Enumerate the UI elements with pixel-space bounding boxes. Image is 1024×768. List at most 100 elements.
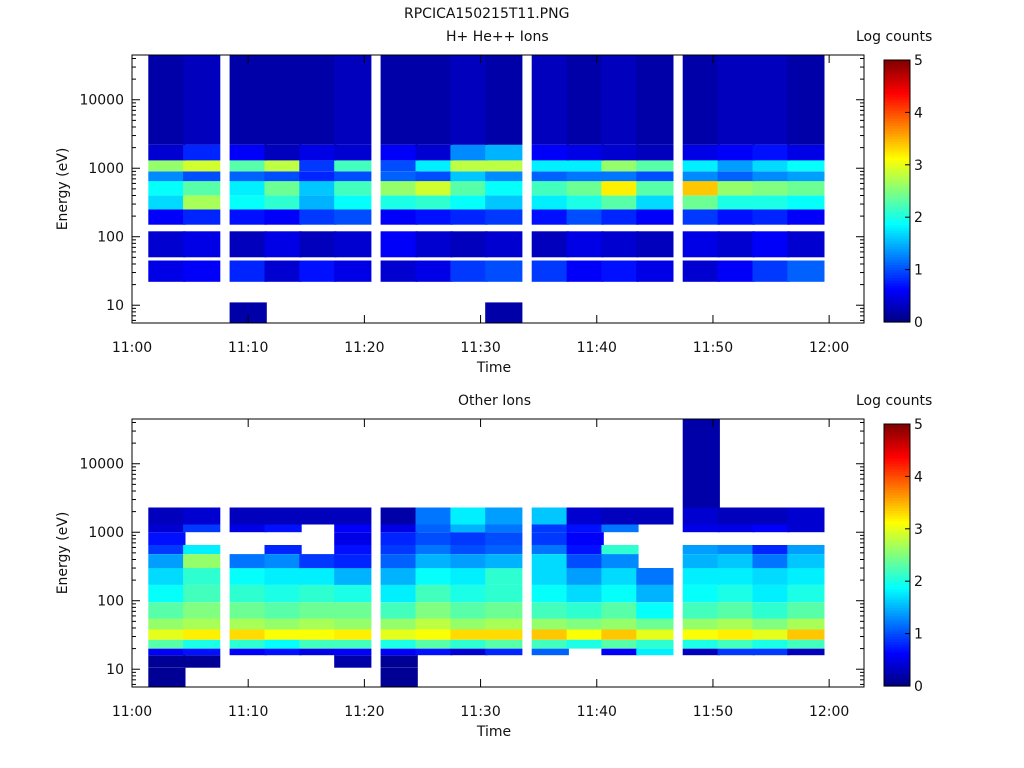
heatmap-cell [601,639,639,649]
heatmap-cell [264,639,302,649]
heatmap-cell [183,507,221,525]
heatmap-cell [717,629,755,640]
heatmap-cell [183,260,221,282]
x-tick-label: 11:40 [577,340,617,356]
heatmap-cell [380,545,418,554]
heatmap-cell [636,231,674,258]
heatmap-cell [752,524,790,533]
heatmap-cell [485,639,523,649]
heatmap-cell [183,181,221,196]
heatmap-cell [682,648,720,656]
heatmap-cell [299,160,337,172]
colorbar-segment [884,156,910,161]
colorbar-segment [884,541,910,546]
colorbar-segment [884,565,910,569]
heatmap-cell [601,260,639,282]
colorbar-segment [884,261,910,265]
heatmap-cell [264,545,302,554]
heatmap-cell [334,55,372,145]
heatmap-cell [450,545,488,554]
colorbar-segment [884,143,910,148]
heatmap-cell [787,209,825,225]
heatmap-cell [334,181,372,196]
heatmap-cell [264,554,302,569]
x-tick-label: 11:50 [693,340,733,356]
heatmap-cell [380,181,418,196]
heatmap-cell [264,584,302,603]
heatmap-cell [415,171,453,182]
heatmap-cell [717,584,755,603]
colorbar-segment [884,570,910,574]
colorbar-tick-label: 2 [914,574,923,590]
x-axis-label: Time [476,724,511,740]
colorbar-segment [884,499,910,504]
heatmap-cell [380,554,418,569]
colorbar-segment [884,528,910,533]
colorbar-segment [884,96,910,100]
heatmap-cell [531,181,569,196]
heatmap-cell [566,554,604,569]
colorbar-segment [884,429,910,433]
heatmap-cell [682,195,720,210]
colorbar-segment [884,308,910,313]
heatmap-cell [264,231,302,258]
heatmap-cell [717,554,755,569]
heatmap-cell [229,648,267,656]
heatmap-cell [299,209,337,225]
heatmap-cell [148,584,186,603]
colorbar-segment [884,473,910,477]
colorbar-segment [884,638,910,643]
colorbar-segment [884,615,910,619]
heatmap-cell [531,545,569,554]
heatmap-cell [752,209,790,225]
colorbar-segment [884,505,910,509]
heatmap-cell [229,639,267,649]
colorbar-segment [884,607,910,611]
heatmap-cell [566,618,604,630]
colorbar-segment [884,447,910,451]
colorbar-segment [884,494,910,498]
heatmap-cell [229,160,267,172]
colorbar-segment [884,185,910,189]
colorbar-segment [884,589,910,593]
heatmap-cell [183,584,221,603]
heatmap-cell [531,554,569,569]
x-tick-label: 11:30 [460,340,500,356]
heatmap-cell [229,602,267,619]
colorbar-segment [884,277,910,281]
heatmap-cell [566,507,604,525]
heatmap-cell [717,618,755,630]
heatmap-cell [601,231,639,258]
heatmap-cell [682,554,720,569]
heatmap-cell [229,144,267,161]
heatmap-cell [415,55,453,145]
colorbar-segment [884,238,910,242]
colorbar-segment [884,227,910,231]
colorbar: 0 1 2 3 4 5 [883,417,923,695]
heatmap-cell [415,260,453,282]
heatmap-cell [787,160,825,172]
heatmap-cell [566,584,604,603]
colorbar-label-top: Log counts [856,29,933,45]
colorbar-segment [884,612,910,616]
colorbar-segment [884,253,910,258]
heatmap-cell [415,545,453,554]
heatmap-cell [566,144,604,161]
heatmap-cell [183,171,221,182]
colorbar-segment [884,269,910,273]
heatmap-cell [787,507,825,525]
heatmap-cell [334,195,372,210]
heatmap-cell [636,171,674,182]
heatmap-cell [334,629,372,640]
heatmap-cell [717,260,755,282]
colorbar-segment [884,206,910,210]
heatmap-cell [717,181,755,196]
heatmap-cell [601,618,639,630]
heatmap-cell [682,181,720,196]
colorbar-segment [884,683,910,687]
heatmap-cell [299,554,337,569]
y-tick-label: 10000 [79,457,124,473]
colorbar-segment [884,518,910,522]
heatmap-cell [334,618,372,630]
